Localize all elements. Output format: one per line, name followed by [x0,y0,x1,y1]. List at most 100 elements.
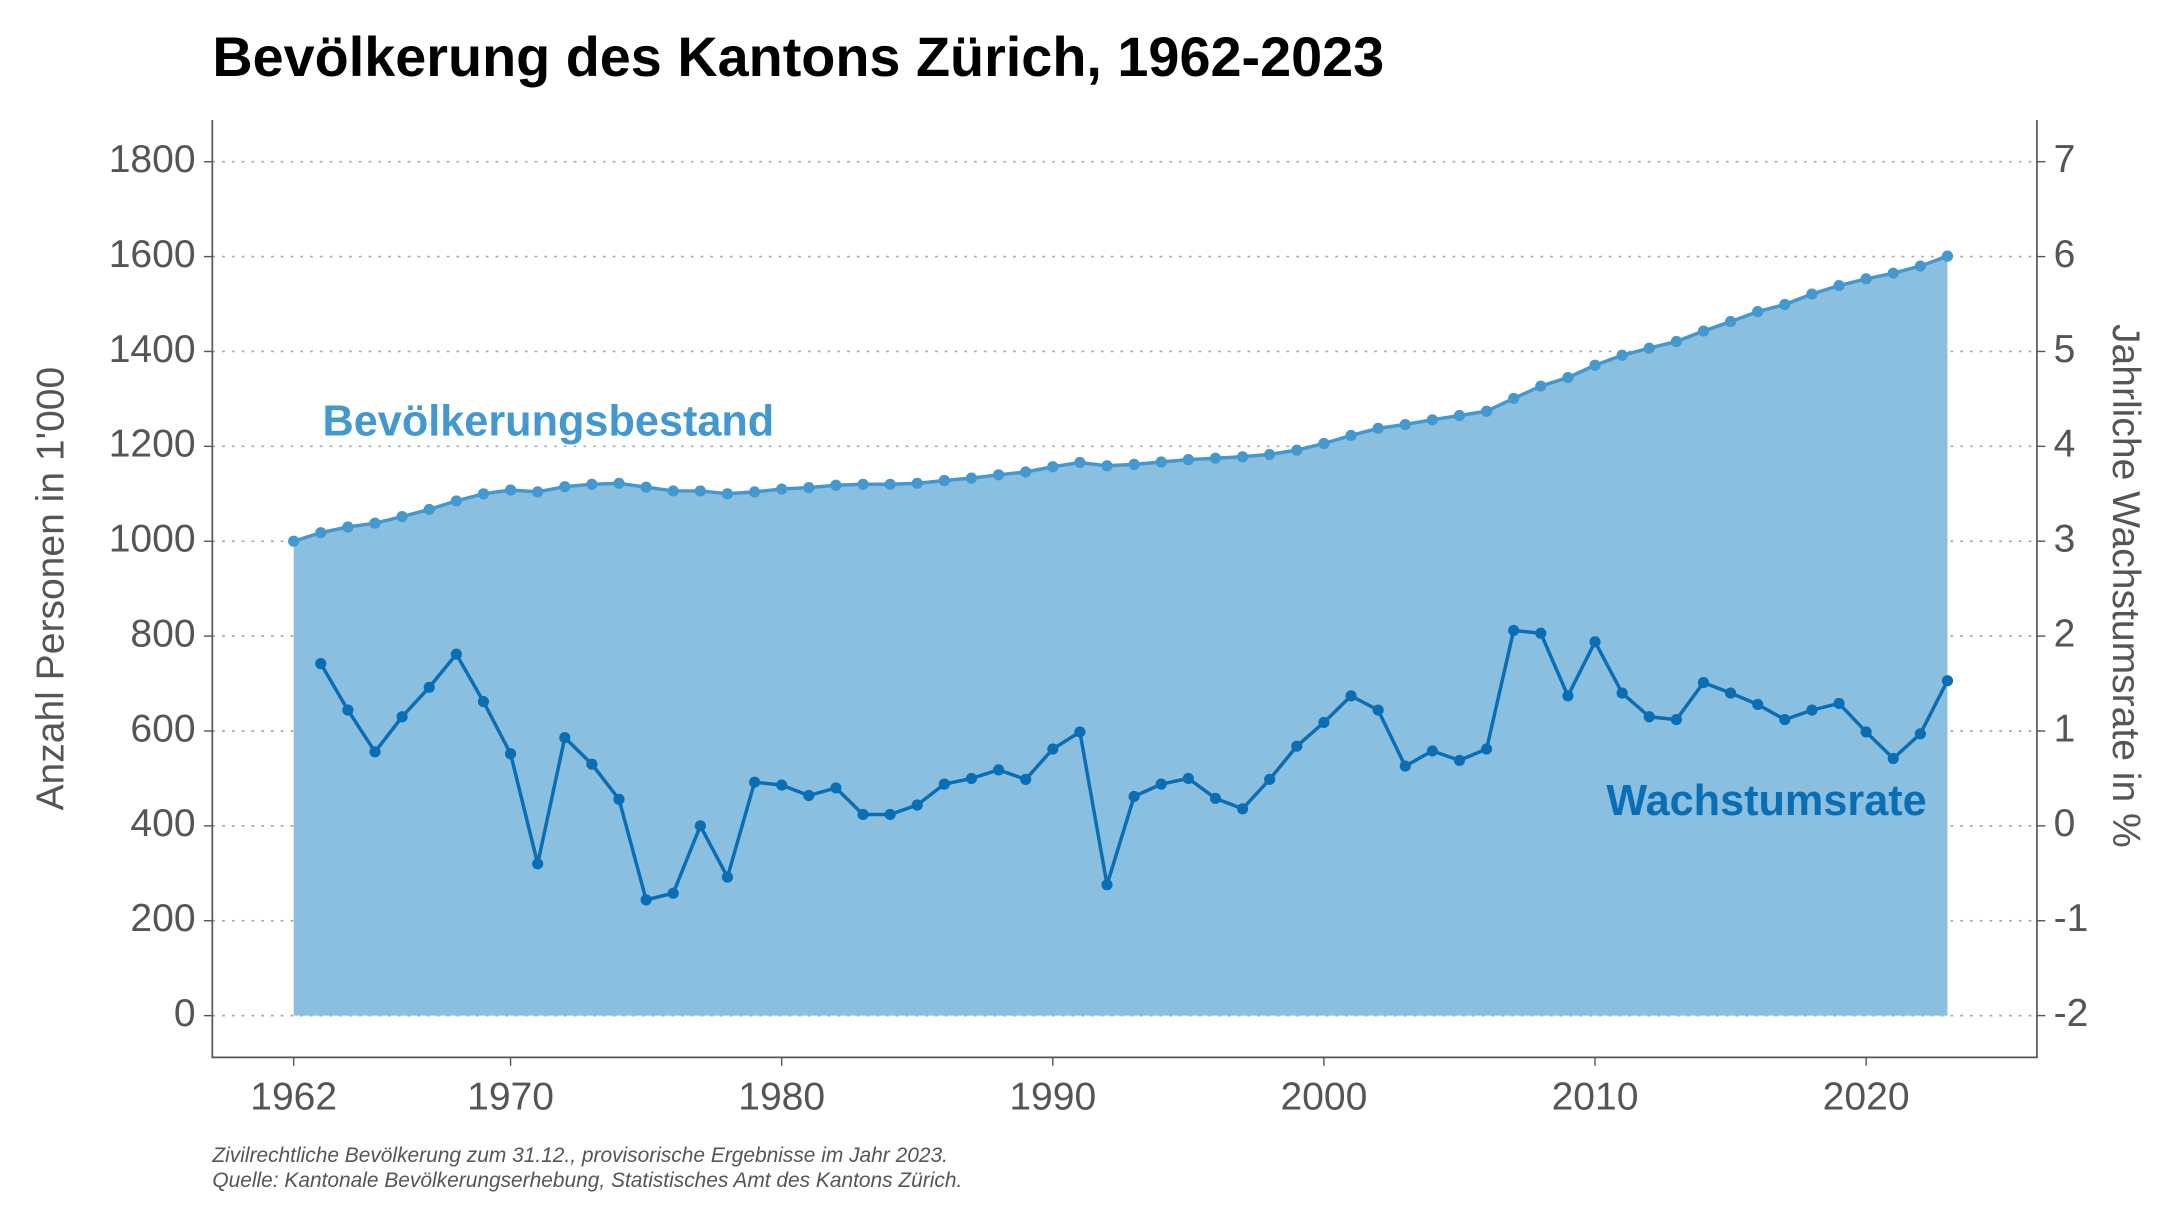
point [477,695,490,708]
point [1914,260,1926,272]
x-tick-label: 1962 [250,1076,337,1119]
point [1860,273,1872,285]
point [315,658,327,670]
point [1887,267,1899,279]
point [1372,422,1384,434]
point [938,778,950,790]
point [1155,778,1167,790]
point [532,486,544,498]
point [1101,460,1113,472]
point [1074,456,1086,469]
point [721,488,734,500]
point [640,481,652,493]
point [911,477,923,489]
point [1643,342,1655,354]
point [532,858,544,870]
x-tick-label: 1970 [467,1076,554,1119]
point [748,776,761,788]
point [1779,714,1791,726]
axes [211,119,2038,1059]
series-label: Bevölkerungsbestand [323,397,775,445]
point [884,478,896,490]
y-tick-label: 1800 [109,138,196,181]
point [1860,726,1872,738]
y2-tick-label: 3 [2054,518,2076,561]
point [504,484,517,496]
point [1182,772,1194,785]
y-tick-label: 200 [130,897,195,940]
point [450,495,462,507]
point [694,820,706,832]
point [1833,279,1845,292]
point [1318,716,1330,729]
point [1589,636,1601,648]
point [1508,392,1520,405]
series-label: Wachstumsrate [1606,777,1926,825]
chart-title: Bevölkerung des Kantons Zürich, 1962-202… [212,25,1384,88]
y2-tick-label: -2 [2054,992,2089,1035]
point [613,793,625,805]
point [694,485,706,497]
x-tick-label: 2020 [1823,1076,1910,1119]
x-tick-label: 2010 [1552,1076,1639,1119]
point [1047,743,1059,755]
point [1291,444,1303,456]
point [1779,298,1791,311]
point [1453,409,1466,422]
point [1047,461,1059,473]
y2-tick-label: 2 [2054,612,2076,655]
point [1887,752,1899,765]
point [640,894,652,906]
point [1941,675,1954,687]
point [342,704,354,716]
point [1264,448,1276,460]
point [884,808,896,821]
point [504,748,517,760]
point [1020,773,1032,785]
point [369,517,381,529]
point [1101,879,1113,891]
point [1345,690,1357,702]
y-tick-label: 0 [174,992,196,1035]
point [911,799,923,811]
y-tick-label: 1400 [109,328,196,371]
point [721,871,734,883]
y2-tick-label: 1 [2054,707,2076,750]
point [748,486,761,498]
y2-tick-label: 5 [2054,328,2076,371]
point [586,478,598,490]
point [1345,429,1357,442]
y-tick-label: 1000 [109,518,196,561]
point [965,772,978,785]
point [423,503,435,516]
point [1426,414,1438,426]
point [938,474,950,487]
point [1453,754,1466,766]
footnote: Quelle: Kantonale Bevölkerungserhebung, … [212,1169,962,1192]
point [1508,624,1520,636]
point [830,782,842,794]
point [803,482,815,494]
point [477,488,490,500]
point [1806,288,1818,300]
point [1128,458,1140,470]
point [559,732,571,744]
footnote: Zivilrechtliche Bevölkerung zum 31.12., … [211,1144,948,1167]
point [1426,745,1438,757]
point [1535,627,1547,639]
point [1589,359,1601,371]
point [1535,380,1547,392]
point [288,535,300,547]
point [369,746,381,758]
y2-tick-label: 4 [2054,423,2076,466]
point [667,887,679,899]
point [992,764,1005,776]
point [857,478,869,490]
point [1480,743,1493,755]
x-tick-label: 2000 [1280,1076,1367,1119]
y2-tick-label: -1 [2054,897,2089,940]
point [1697,325,1710,337]
point [1399,418,1411,431]
point [1236,451,1249,463]
